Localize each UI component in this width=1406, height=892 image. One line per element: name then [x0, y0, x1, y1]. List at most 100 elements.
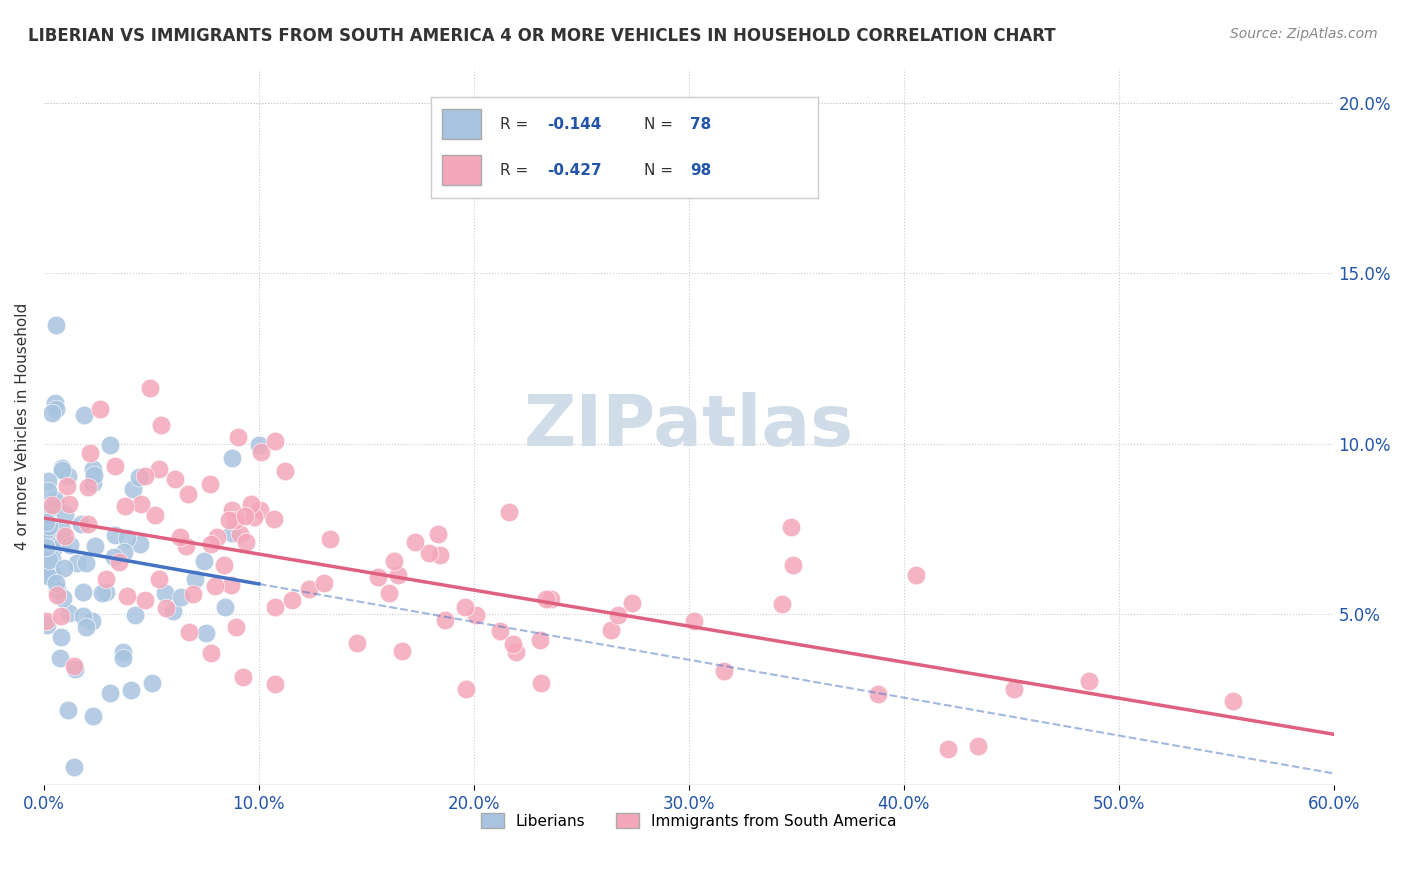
Point	[170, 590, 193, 604]
Point	[37, 569, 59, 583]
Point	[502, 637, 524, 651]
Point	[200, 537, 222, 551]
Point	[72, 609, 94, 624]
Point	[155, 601, 177, 615]
Point	[529, 675, 551, 690]
Point	[94, 572, 117, 586]
Point	[51, 461, 73, 475]
Point	[454, 681, 477, 696]
Point	[134, 469, 156, 483]
Point	[183, 587, 205, 601]
Point	[35, 614, 58, 628]
Point	[38, 519, 60, 533]
Point	[465, 608, 488, 623]
Point	[75, 556, 97, 570]
Point	[104, 527, 127, 541]
Point	[49, 650, 72, 665]
Point	[69, 517, 91, 532]
Point	[153, 586, 176, 600]
Y-axis label: 4 or more Vehicles in Household: 4 or more Vehicles in Household	[15, 303, 30, 550]
Point	[264, 600, 287, 615]
Point	[45, 576, 67, 591]
Point	[65, 557, 87, 571]
Point	[42, 542, 65, 557]
Point	[177, 487, 200, 501]
Point	[104, 459, 127, 474]
Point	[83, 468, 105, 483]
Point	[117, 589, 139, 603]
Point	[52, 534, 75, 549]
Point	[53, 529, 76, 543]
Point	[607, 608, 630, 623]
Point	[247, 438, 270, 452]
Point	[107, 555, 129, 569]
Text: Source: ZipAtlas.com: Source: ZipAtlas.com	[1230, 27, 1378, 41]
Point	[249, 445, 271, 459]
Point	[51, 463, 73, 477]
Point	[1222, 694, 1244, 708]
Point	[183, 572, 205, 586]
Point	[112, 545, 135, 559]
Point	[212, 558, 235, 573]
Point	[249, 503, 271, 517]
Point	[936, 742, 959, 756]
Point	[39, 500, 62, 515]
Point	[58, 703, 80, 717]
Point	[35, 515, 58, 529]
Point	[112, 644, 135, 658]
Point	[41, 551, 63, 566]
Point	[214, 600, 236, 615]
Point	[45, 318, 67, 332]
Point	[682, 614, 704, 628]
Point	[98, 438, 121, 452]
Point	[35, 540, 58, 554]
Point	[37, 483, 59, 498]
Point	[868, 687, 890, 701]
Point	[224, 513, 246, 527]
Point	[82, 614, 104, 628]
Point	[49, 630, 72, 644]
Point	[59, 538, 82, 552]
Point	[58, 606, 80, 620]
Point	[52, 591, 75, 606]
Point	[404, 535, 426, 549]
Point	[41, 498, 63, 512]
Point	[782, 558, 804, 572]
Point	[346, 635, 368, 649]
Point	[540, 591, 562, 606]
Point	[148, 462, 170, 476]
Point	[56, 479, 79, 493]
Point	[63, 760, 86, 774]
Point	[198, 477, 221, 491]
Point	[76, 480, 98, 494]
Point	[165, 472, 187, 486]
Point	[194, 625, 217, 640]
Point	[128, 470, 150, 484]
Point	[240, 497, 263, 511]
Point	[124, 608, 146, 623]
Point	[134, 592, 156, 607]
Point	[780, 520, 803, 534]
Point	[91, 586, 114, 600]
Point	[221, 450, 243, 465]
Point	[505, 645, 527, 659]
Point	[53, 507, 76, 521]
Point	[45, 583, 67, 598]
Legend: Liberians, Immigrants from South America: Liberians, Immigrants from South America	[475, 806, 903, 835]
Point	[121, 482, 143, 496]
Point	[44, 396, 66, 410]
Point	[114, 500, 136, 514]
Point	[232, 670, 254, 684]
Point	[77, 517, 100, 532]
Point	[205, 530, 228, 544]
Point	[82, 476, 104, 491]
Point	[169, 531, 191, 545]
Point	[148, 572, 170, 586]
Point	[174, 539, 197, 553]
Point	[264, 434, 287, 449]
Point	[243, 510, 266, 524]
Point	[280, 592, 302, 607]
Point	[94, 585, 117, 599]
Point	[177, 624, 200, 639]
Point	[42, 499, 65, 513]
